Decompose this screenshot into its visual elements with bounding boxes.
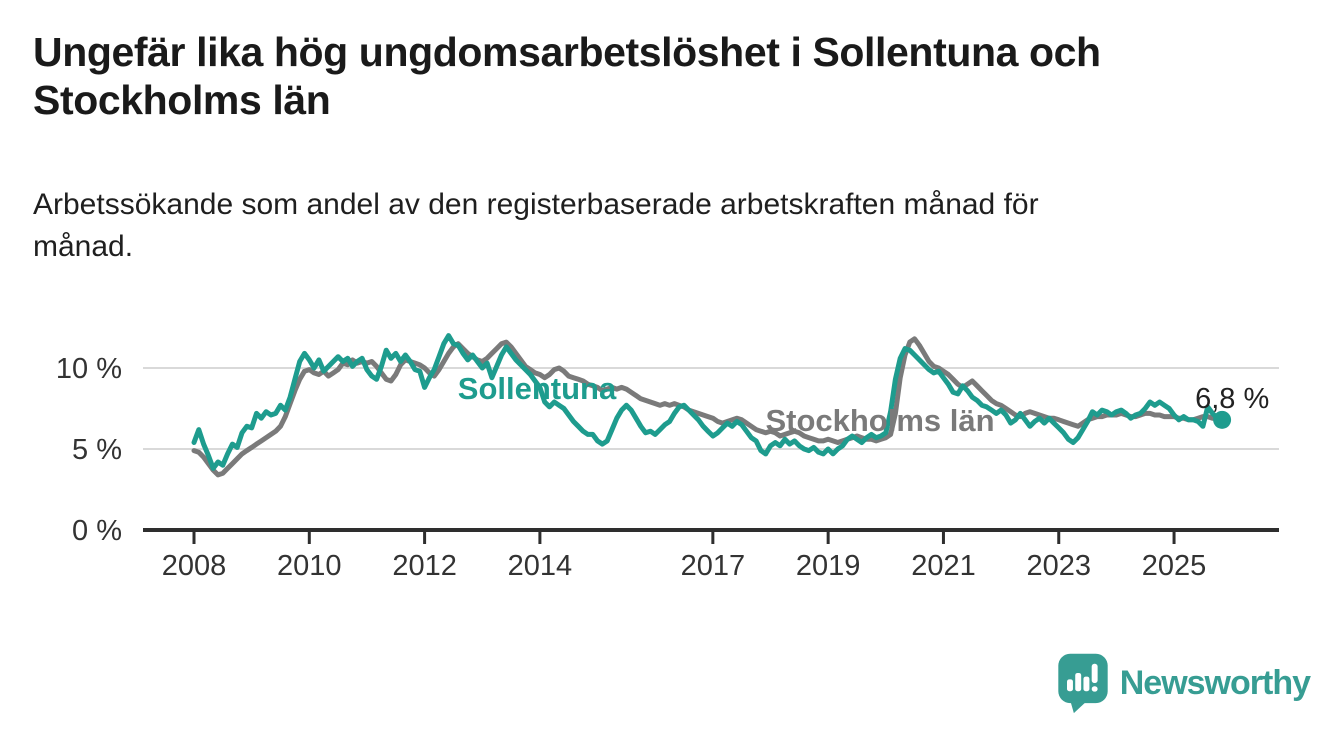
x-axis-label-2021: 2021 [911, 550, 976, 582]
y-axis-label-0: 0 % [72, 515, 122, 547]
chart-subtitle: Arbetssökande som andel av den registerb… [33, 184, 1039, 268]
y-axis-label-10: 10 % [56, 353, 122, 385]
end-value-dot [1213, 410, 1232, 429]
end-value-label: 6,8 % [1195, 383, 1269, 415]
newsworthy-bubble-chart-icon [1058, 653, 1108, 714]
series-label-stockholms-l-n: Stockholms län [765, 403, 994, 438]
y-axis-label-5: 5 % [72, 434, 122, 466]
x-axis-label-2012: 2012 [392, 550, 457, 582]
series-line-sollentuna [191, 333, 1225, 471]
chart-title-line1: Ungefär lika hög ungdomsarbetslöshet i S… [33, 29, 1101, 75]
series-label-sollentuna: Sollentuna [458, 371, 617, 406]
newsworthy-brand-name: Newsworthy [1119, 663, 1311, 702]
x-axis-label-2008: 2008 [162, 550, 227, 582]
x-axis-label-2014: 2014 [508, 550, 573, 582]
chart-title-line2: Stockholms län [33, 77, 331, 123]
chart-subtitle-line2: månad. [33, 230, 134, 263]
x-axis-label-2019: 2019 [796, 550, 861, 582]
x-axis-label-2025: 2025 [1142, 550, 1207, 582]
x-axis-label-2023: 2023 [1026, 550, 1091, 582]
chart-subtitle-line1: Arbetssökande som andel av den registerb… [33, 188, 1039, 221]
x-axis-label-2017: 2017 [681, 550, 746, 582]
newsworthy-logo[interactable]: Newsworthy [1055, 651, 1311, 715]
chart-title: Ungefär lika hög ungdomsarbetslöshet i S… [33, 28, 1101, 124]
x-axis-label-2010: 2010 [277, 550, 342, 582]
